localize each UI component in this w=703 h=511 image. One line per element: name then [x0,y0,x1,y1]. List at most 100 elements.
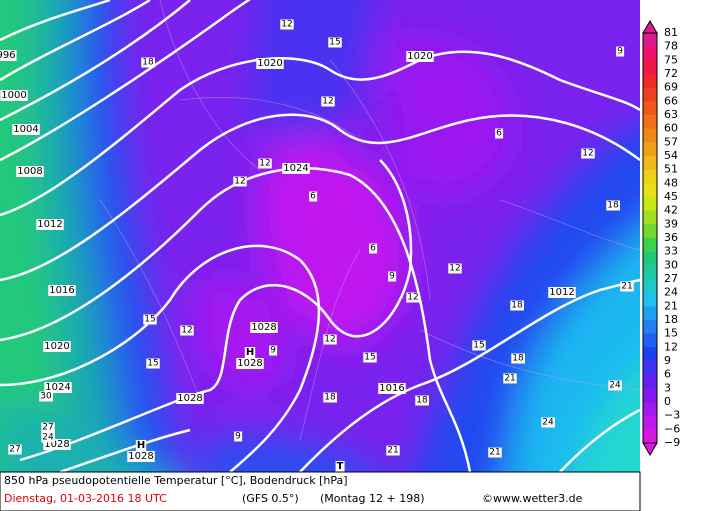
isobar-label: 1028 [44,439,69,450]
colorbar-bin [643,238,657,253]
colorbar-bin [643,74,657,89]
temp-label: 27 [9,445,20,455]
label-bg [234,431,243,442]
label-bg [146,358,160,369]
label-bg [282,163,310,174]
label-bg [41,432,55,443]
label-bg [448,263,462,274]
map: 996 1000 1004 1008 1012 1016 1020 1024 1… [0,0,640,472]
label-bg [616,46,625,57]
label-bg [321,96,335,107]
label-bg [328,37,342,48]
temp-label: 15 [144,315,155,325]
colorbar-bin [643,292,657,307]
colorbar-label: 66 [664,94,678,107]
temp-label: 18 [142,58,154,68]
label-bg [233,176,247,187]
label-bg [143,314,157,325]
colorbar-label: −9 [664,436,680,449]
temp-label: 18 [416,396,428,406]
temp-label: 12 [259,159,270,169]
temp-label: 12 [281,20,292,30]
temp-label: 21 [387,446,398,456]
colorbar-label: 3 [664,381,671,394]
colorbar-bin [643,388,657,403]
label-bg [39,391,53,402]
label-bg [127,451,155,462]
colorbar-bin [643,320,657,335]
temp-label: 12 [582,149,593,159]
colorbar-label: 27 [664,272,678,285]
temp-label: 12 [407,293,418,303]
colorbar-label: 21 [664,299,678,312]
temp-label: 18 [512,354,524,364]
colorbar-label: 18 [664,313,678,326]
colorbar: 8178757269666360575451484542393633302724… [642,20,680,456]
footer-credit: ©www.wetter3.de [482,492,583,505]
colorbar-label: 60 [664,122,678,135]
colorbar-label: 54 [664,149,678,162]
label-bg [280,19,294,30]
isobar-label: 1020 [44,341,69,352]
label-bg [16,166,44,177]
map-labels: 996 1000 1004 1008 1012 1016 1020 1024 1… [0,19,634,472]
isobar-label: 1028 [177,393,202,404]
temp-label: 6 [310,192,316,202]
label-bg [495,128,504,139]
label-bg [309,191,318,202]
colorbar-label: 33 [664,245,678,258]
isobar-label: 1016 [379,383,404,394]
temp-label: 30 [40,392,52,402]
isobar-label: 1028 [237,358,262,369]
colorbar-label: 78 [664,40,678,53]
label-bg [363,352,377,363]
colorbar-bin [643,361,657,376]
colorbar-bin [643,415,657,430]
temp-label: 24 [42,433,54,443]
colorbar-label: 48 [664,176,678,189]
label-bg [180,325,194,336]
temp-label: 6 [496,129,502,139]
colorbar-bin [643,46,657,61]
label-bg [323,334,337,345]
label-bg [135,440,147,451]
colorbar-label: 81 [664,26,678,39]
colorbar-bin [643,87,657,102]
footer-run: (Montag 12 + 198) [320,492,425,505]
temp-label: 24 [542,418,554,428]
label-bg [258,158,272,169]
colorbar-bin [643,142,657,157]
label-bg [548,287,576,298]
colorbar-label: 39 [664,217,678,230]
temp-label: 27 [42,423,53,433]
isobar-label: 1020 [407,51,432,62]
temp-label: 21 [489,448,500,458]
temp-label: 9 [617,47,623,57]
colorbar-bin [643,183,657,198]
label-bg [141,57,155,68]
high-marker: H [137,440,145,451]
colorbar-bin [643,210,657,225]
colorbar-label: 36 [664,231,678,244]
label-bg [503,373,517,384]
colorbar-bin [643,279,657,294]
label-bg [176,393,204,404]
temp-label: 15 [364,353,375,363]
label-bg [244,347,256,358]
label-bg [378,383,406,394]
temp-label: 18 [324,393,336,403]
label-bg [335,461,345,472]
temp-label: 12 [234,177,245,187]
colorbar-label: −6 [664,422,680,435]
temp-label: 21 [621,282,632,292]
colorbar-label: −3 [664,409,680,422]
colorbar-bin [643,115,657,130]
colorbar-bin [643,429,657,444]
colorbar-label: 75 [664,53,678,66]
low-marker: T [337,461,344,472]
isobar-label: 996 [0,50,16,61]
label-bg [406,51,434,62]
label-bg [43,439,71,450]
label-bg [36,219,64,230]
temp-label: 12 [324,335,335,345]
